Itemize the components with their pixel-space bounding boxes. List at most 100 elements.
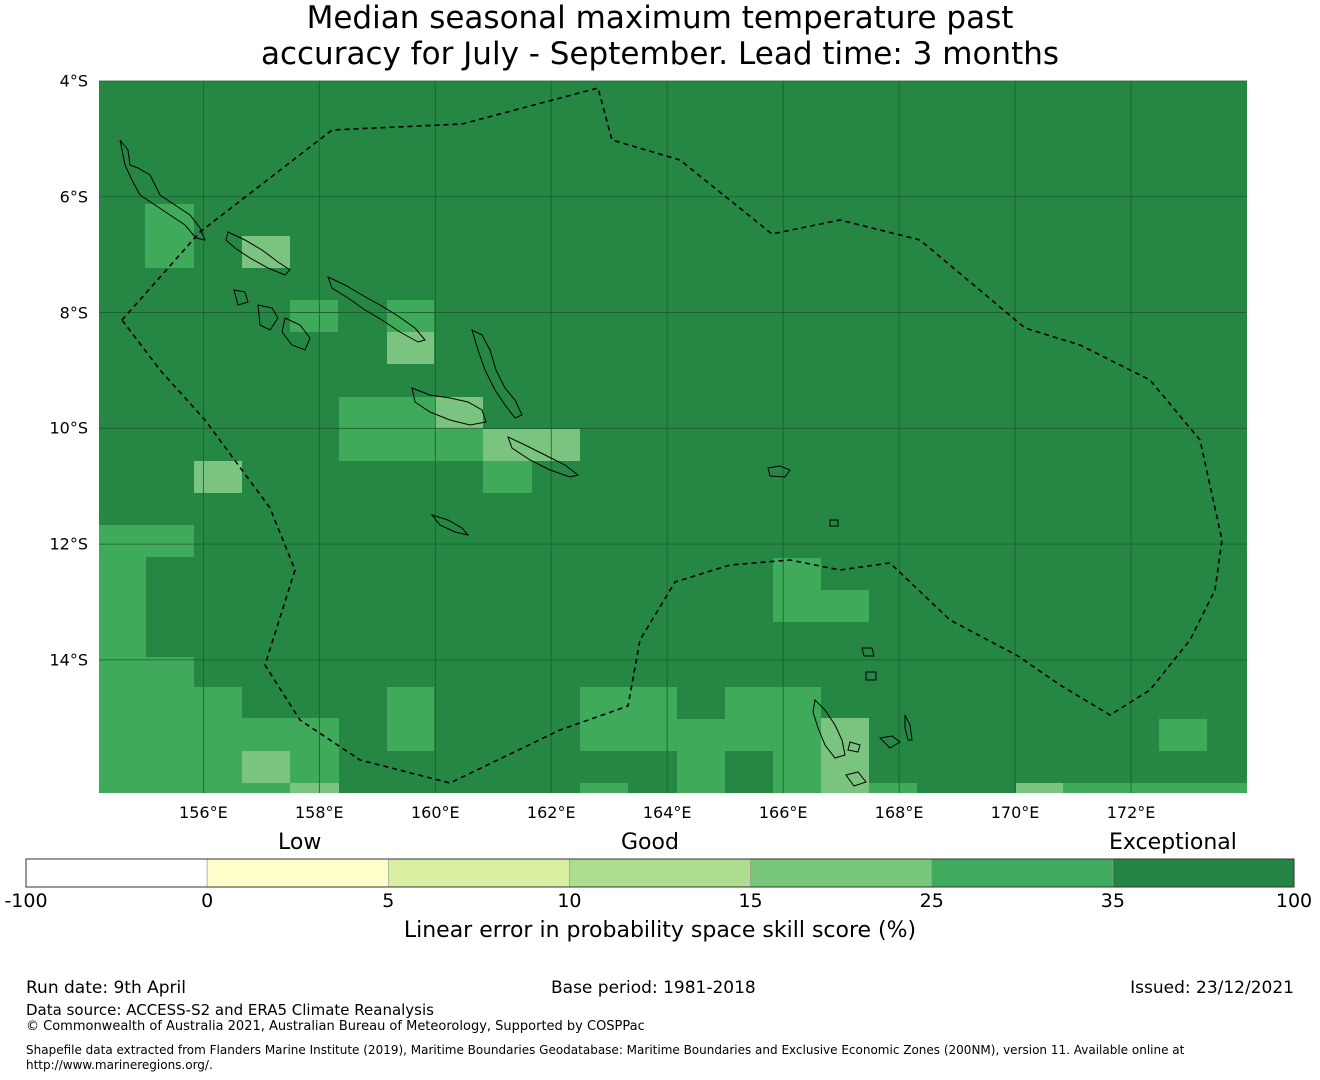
colorbar-tick-label: 15 (738, 890, 763, 912)
lon-tick-label: 170°E (990, 803, 1040, 822)
coastline-vella-lavella (233, 289, 249, 306)
lon-tick-label: 166°E (758, 803, 808, 822)
data-source: Data source: ACCESS-S2 and ERA5 Climate … (26, 1001, 434, 1019)
coastline-new-georgia-2 (281, 317, 311, 351)
skill-cell (725, 687, 773, 751)
skill-cell (773, 558, 821, 622)
coastline-malekula (878, 735, 901, 749)
colorbar-title: Linear error in probability space skill … (403, 918, 917, 943)
lat-tick-label: 8°S (59, 303, 88, 323)
skill-cell (194, 461, 242, 493)
colorbar-tick-label: 25 (919, 890, 944, 912)
coastline-makira (507, 436, 580, 478)
colorbar-segment (569, 858, 751, 888)
lon-tick-label: 164°E (642, 803, 692, 822)
colorbar-tick-label: 100 (1275, 890, 1313, 912)
skill-cell (242, 751, 290, 783)
colorbar-tick-label: 35 (1100, 890, 1125, 912)
skill-cell (387, 687, 434, 751)
skill-cell (99, 657, 194, 687)
skill-cell (99, 557, 146, 657)
skill-cell (145, 204, 194, 268)
coastline-vanua-lava (865, 671, 877, 681)
coastline-new-georgia (257, 304, 279, 331)
coastline-gaua (861, 647, 875, 657)
map-svg (99, 80, 1247, 793)
colorbar (25, 858, 1295, 888)
skill-cell (821, 590, 869, 622)
skill-cell (869, 783, 917, 793)
shapefile-credit: Shapefile data extracted from Flanders M… (26, 1043, 1185, 1072)
coastline-pentecost (904, 714, 913, 741)
skill-cell (387, 332, 434, 364)
base-period: Base period: 1981-2018 (551, 978, 756, 998)
map-panel: 4°S 6°S 8°S 10°S 12°S 14°S 156°E 158°E 160°E 162… (49, 71, 1247, 822)
lon-tick-label: 172°E (1106, 803, 1156, 822)
lat-tick-label: 12°S (49, 534, 88, 554)
skill-cell (290, 783, 339, 793)
run-date: Run date: 9th April (26, 978, 186, 998)
coastlines (119, 139, 913, 787)
coastline-choiseul (225, 231, 291, 276)
category-exceptional: Exceptional (1109, 830, 1237, 855)
skill-cell (387, 300, 434, 332)
coastline-ambae (847, 741, 861, 753)
skill-cell (1159, 719, 1207, 751)
coastline-epi (845, 771, 867, 787)
skill-cells (99, 204, 1247, 793)
coastline-rennell (430, 514, 470, 536)
issued-date: Issued: 23/12/2021 (1130, 978, 1294, 998)
colorbar-segment (206, 858, 389, 888)
colorbar-tick-label: 5 (382, 890, 395, 912)
coastline-vanikoro (829, 519, 839, 527)
copyright: © Commonwealth of Australia 2021, Austra… (26, 1019, 645, 1034)
lon-tick-label: 156°E (179, 803, 228, 822)
skill-cell (99, 687, 242, 793)
lat-tick-label: 10°S (49, 418, 88, 438)
coastline-malaita (471, 329, 523, 419)
lon-tick-label: 158°E (294, 803, 344, 822)
skill-cell (1063, 783, 1247, 793)
coastline-guadalcanal (411, 387, 487, 426)
skill-cell (773, 622, 821, 654)
lon-tick-label: 160°E (410, 803, 460, 822)
skill-cell (290, 300, 338, 332)
coastline-nendo (767, 465, 791, 478)
category-good: Good (621, 830, 679, 855)
colorbar-segment (1112, 858, 1295, 888)
colorbar-segment (931, 858, 1114, 888)
title-line-2: accuracy for July - September. Lead time… (260, 36, 1060, 72)
colorbar-tick-label: -100 (4, 890, 48, 912)
category-low: Low (278, 830, 322, 855)
colorbar-tick-label: 0 (201, 890, 214, 912)
skill-cell (99, 525, 194, 557)
lat-tick-label: 4°S (59, 71, 88, 91)
graticule (99, 80, 1247, 793)
skill-cell (483, 461, 532, 493)
skill-cell (580, 719, 725, 751)
chart-title: Median seasonal maximum temperature past… (0, 0, 1320, 72)
skill-cell (1016, 783, 1063, 793)
colorbar-segments (25, 858, 1295, 888)
lat-tick-label: 6°S (59, 187, 88, 207)
lon-tick-label: 162°E (526, 803, 576, 822)
map-background (99, 81, 1247, 793)
colorbar-segment (387, 858, 570, 888)
lat-tick-label: 14°S (49, 650, 88, 670)
colorbar-segment (25, 858, 208, 888)
title-line-1: Median seasonal maximum temperature past (306, 0, 1014, 36)
skill-cell (339, 397, 435, 429)
coastline-espiritu-santo (812, 698, 846, 759)
skill-cell (580, 687, 677, 719)
skill-cell (773, 687, 821, 793)
skill-cell (483, 429, 580, 461)
skill-cell (580, 783, 628, 793)
skill-cell (242, 236, 290, 268)
colorbar-segment (750, 858, 933, 888)
coastline-bougainville (119, 139, 206, 241)
lon-tick-label: 168°E (874, 803, 924, 822)
colorbar-tick-label: 10 (557, 890, 582, 912)
coastline-santa-isabel (327, 276, 426, 343)
skill-cell (339, 429, 483, 461)
colorbar-frame (25, 858, 1295, 888)
